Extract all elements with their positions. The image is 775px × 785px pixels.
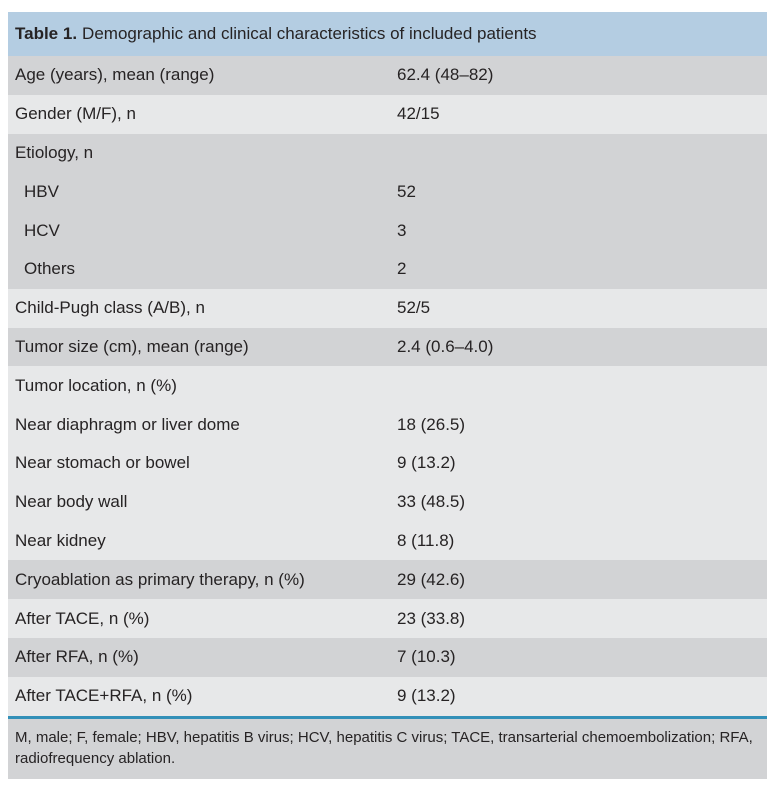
- row-value: 33 (48.5): [397, 492, 466, 512]
- row-label: Near stomach or bowel: [15, 453, 190, 473]
- table-row: Gender (M/F), n 42/15: [8, 94, 767, 134]
- table-row: Near diaphragm or liver dome 18 (26.5): [8, 405, 767, 444]
- table-1: Table 1. Demographic and clinical charac…: [8, 12, 767, 779]
- row-label: Etiology, n: [15, 142, 94, 162]
- row-label: Child-Pugh class (A/B), n: [15, 298, 205, 318]
- table-footnote: M, male; F, female; HBV, hepatitis B vir…: [8, 718, 767, 779]
- row-label: After TACE+RFA, n (%): [15, 686, 193, 706]
- row-value: 62.4 (48–82): [397, 65, 494, 85]
- row-value: 2.4 (0.6–4.0): [397, 336, 494, 356]
- row-value: 7 (10.3): [397, 647, 456, 667]
- row-value: 2: [397, 259, 407, 279]
- table-row: After TACE, n (%) 23 (33.8): [8, 599, 767, 638]
- row-value: 3: [397, 220, 407, 240]
- table-row: Cryoablation as primary therapy, n (%) 2…: [8, 560, 767, 600]
- row-label: Age (years), mean (range): [15, 65, 215, 85]
- row-label: Cryoablation as primary therapy, n (%): [15, 569, 305, 589]
- table-row: After TACE+RFA, n (%) 9 (13.2): [8, 676, 767, 716]
- table-row: Others 2: [8, 249, 767, 289]
- row-value: 9 (13.2): [397, 686, 456, 706]
- row-label: After TACE, n (%): [15, 608, 150, 628]
- table-row: Tumor size (cm), mean (range) 2.4 (0.6–4…: [8, 327, 767, 367]
- row-value: 42/15: [397, 104, 440, 124]
- row-label: Near body wall: [15, 492, 128, 512]
- row-value: 23 (33.8): [397, 608, 466, 628]
- row-label: HBV: [24, 181, 59, 201]
- table-row: Age (years), mean (range) 62.4 (48–82): [8, 56, 767, 95]
- table-row: Near stomach or bowel 9 (13.2): [8, 443, 767, 483]
- table-bottom-rule: [8, 715, 767, 719]
- table-title-row: Table 1. Demographic and clinical charac…: [8, 12, 767, 56]
- row-value: 52/5: [397, 298, 431, 318]
- table-title-text: Demographic and clinical characteristics…: [82, 24, 537, 43]
- row-value: 52: [397, 181, 416, 201]
- table-row: Near kidney 8 (11.8): [8, 521, 767, 561]
- table-row: Tumor location, n (%): [8, 366, 767, 406]
- row-label: HCV: [24, 220, 60, 240]
- row-value: 9 (13.2): [397, 453, 456, 473]
- row-label: After RFA, n (%): [15, 647, 139, 667]
- row-value: 8 (11.8): [397, 530, 455, 550]
- table-row: Near body wall 33 (48.5): [8, 482, 767, 522]
- table-row: HBV 52: [8, 172, 767, 212]
- table-rows: Age (years), mean (range) 62.4 (48–82) G…: [8, 56, 767, 716]
- table-row: Etiology, n: [8, 133, 767, 173]
- row-label: Tumor location, n (%): [15, 375, 177, 395]
- table-title-number: Table 1.: [15, 24, 78, 43]
- row-label: Gender (M/F), n: [15, 104, 136, 124]
- row-label: Near kidney: [15, 530, 106, 550]
- row-label: Tumor size (cm), mean (range): [15, 336, 249, 356]
- table-row: HCV 3: [8, 211, 767, 250]
- table-row: Child-Pugh class (A/B), n 52/5: [8, 288, 767, 328]
- row-label: Near diaphragm or liver dome: [15, 414, 240, 434]
- row-value: 18 (26.5): [397, 414, 466, 434]
- table-row: After RFA, n (%) 7 (10.3): [8, 637, 767, 677]
- row-label: Others: [24, 259, 76, 279]
- row-value: 29 (42.6): [397, 569, 466, 589]
